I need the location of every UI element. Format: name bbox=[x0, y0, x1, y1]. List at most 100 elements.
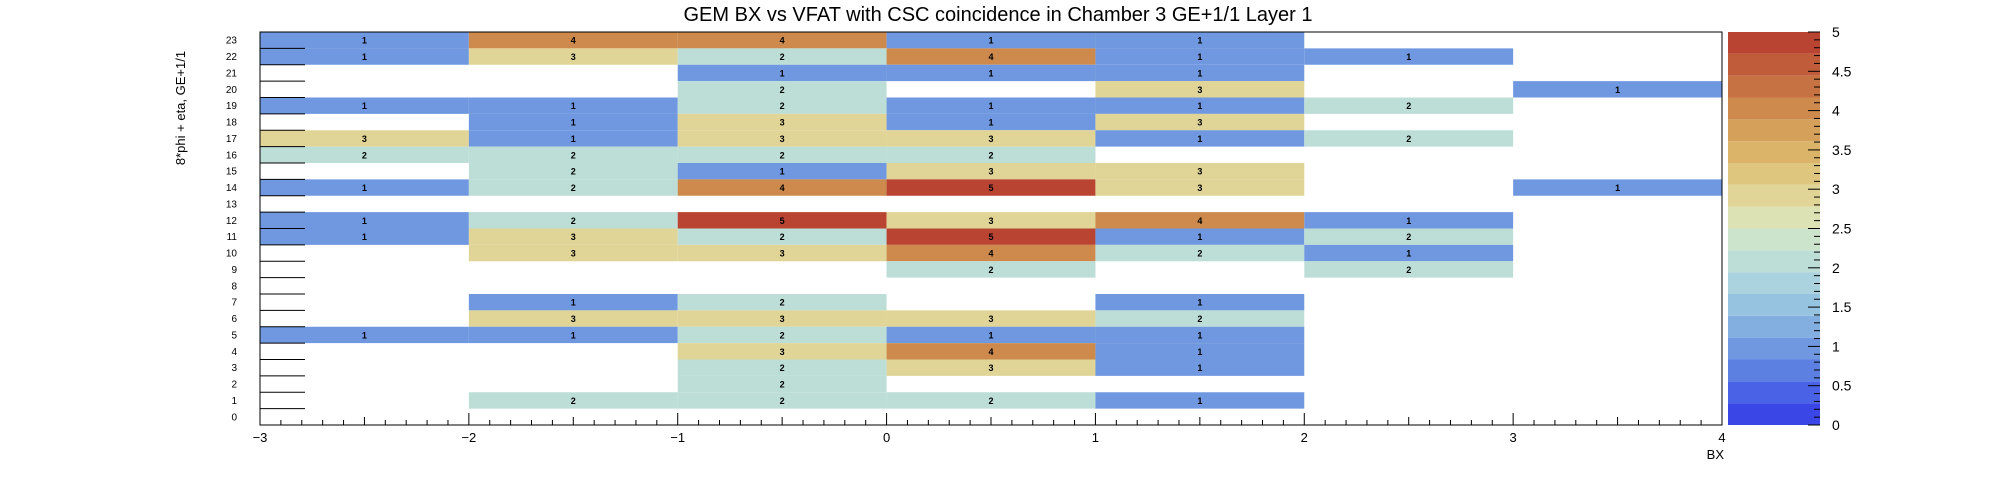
heatmap-cell bbox=[1095, 130, 1305, 147]
heatmap-cell bbox=[677, 179, 887, 196]
y-tick-label: 11 bbox=[227, 232, 238, 243]
x-axis-label: BX bbox=[1707, 447, 1725, 462]
y-tick-label: 2 bbox=[231, 380, 237, 391]
color-scale-band bbox=[1728, 294, 1820, 316]
cell-value-label: 1 bbox=[362, 183, 367, 193]
heatmap-cell bbox=[260, 32, 469, 49]
cell-value-label: 3 bbox=[571, 249, 576, 259]
color-scale-tick-label: 2 bbox=[1832, 260, 1840, 276]
heatmap-cell bbox=[468, 244, 678, 262]
heatmap-cell bbox=[468, 32, 678, 49]
cell-value-label: 4 bbox=[988, 347, 993, 357]
cell-value-label: 1 bbox=[362, 101, 367, 111]
cell-value-label: 2 bbox=[780, 298, 785, 308]
heatmap-cell bbox=[677, 130, 887, 147]
y-tick-label: 22 bbox=[226, 52, 238, 63]
cell-value-label: 3 bbox=[571, 314, 576, 324]
heatmap-cell bbox=[1095, 163, 1305, 180]
cell-value-label: 3 bbox=[780, 249, 785, 259]
cell-value-label: 3 bbox=[988, 167, 993, 177]
heatmap-cell bbox=[886, 130, 1096, 147]
heatmap-cell bbox=[260, 97, 469, 114]
heatmap-cell bbox=[468, 130, 678, 147]
heatmap-cell bbox=[886, 343, 1096, 360]
heatmap-cell bbox=[468, 212, 678, 229]
y-tick-label: 5 bbox=[231, 330, 237, 341]
heatmap-cell bbox=[677, 294, 887, 311]
heatmap-cell bbox=[677, 244, 887, 262]
cell-value-label: 5 bbox=[988, 183, 993, 193]
cell-value-label: 4 bbox=[988, 52, 993, 62]
cell-value-label: 1 bbox=[1197, 330, 1202, 340]
cell-value-label: 3 bbox=[780, 134, 785, 144]
color-scale-tick-label: 0 bbox=[1832, 417, 1840, 433]
cell-value-label: 2 bbox=[780, 363, 785, 373]
heatmap-cell bbox=[677, 163, 887, 180]
heatmap-cell bbox=[886, 326, 1096, 344]
heatmap-cell bbox=[260, 212, 469, 229]
heatmap-cell bbox=[260, 228, 469, 245]
color-scale-band bbox=[1728, 359, 1820, 382]
x-tick-label: 1 bbox=[1092, 430, 1099, 445]
cell-value-label: 3 bbox=[988, 363, 993, 373]
color-scale-band bbox=[1728, 163, 1820, 185]
cell-value-label: 1 bbox=[1197, 134, 1202, 144]
cell-value-label: 1 bbox=[1197, 68, 1202, 78]
heatmap-cell bbox=[886, 392, 1096, 409]
heatmap-cell bbox=[468, 310, 678, 327]
cell-value-label: 1 bbox=[1197, 52, 1202, 62]
cell-value-label: 3 bbox=[571, 52, 576, 62]
heatmap-cell bbox=[1095, 32, 1305, 49]
heatmap-cell bbox=[1304, 261, 1514, 278]
cell-value-label: 1 bbox=[362, 36, 367, 46]
heatmap-cell bbox=[677, 81, 887, 98]
heatmap-cell bbox=[1513, 81, 1722, 98]
heatmap-cell bbox=[1095, 212, 1305, 229]
cell-value-label: 2 bbox=[1197, 314, 1202, 324]
heatmap-cell bbox=[1095, 48, 1305, 65]
cell-value-label: 1 bbox=[362, 232, 367, 242]
heatmap-cell bbox=[260, 130, 469, 147]
y-tick-label: 15 bbox=[226, 167, 238, 178]
heatmap-cell bbox=[677, 97, 887, 114]
x-tick-label: 3 bbox=[1510, 430, 1517, 445]
heatmap-cell bbox=[886, 212, 1096, 229]
cell-value-label: 1 bbox=[571, 101, 576, 111]
y-tick-label: 8 bbox=[231, 281, 237, 292]
cell-value-label: 1 bbox=[1406, 52, 1411, 62]
heatmap-cell bbox=[260, 146, 469, 163]
color-scale-band bbox=[1728, 184, 1820, 207]
heatmap-cell bbox=[1095, 310, 1305, 327]
cell-value-label: 1 bbox=[571, 134, 576, 144]
color-scale-band bbox=[1728, 206, 1820, 229]
heatmap-cell bbox=[1095, 64, 1305, 82]
heatmap-cell bbox=[886, 48, 1096, 65]
heatmap-cell bbox=[886, 146, 1096, 163]
cell-value-label: 2 bbox=[571, 216, 576, 226]
cell-value-label: 1 bbox=[988, 101, 993, 111]
y-tick-label: 0 bbox=[231, 412, 237, 423]
color-scale: 0 0.5 1 1.5 2 2.5 3 3.5 4 4.5 5 bbox=[1728, 24, 1852, 433]
heatmap-cell bbox=[677, 359, 887, 376]
chart-title: GEM BX vs VFAT with CSC coincidence in C… bbox=[684, 4, 1313, 26]
y-tick-label: 10 bbox=[226, 249, 238, 260]
cell-value-label: 3 bbox=[362, 134, 367, 144]
cell-value-label: 3 bbox=[571, 232, 576, 242]
y-tick-label: 16 bbox=[226, 150, 238, 161]
x-tick-label: 4 bbox=[1718, 430, 1725, 445]
cell-value-label: 4 bbox=[780, 36, 785, 46]
x-tick-label: 0 bbox=[883, 430, 890, 445]
cell-value-label: 2 bbox=[780, 150, 785, 160]
x-tick-label: −1 bbox=[670, 430, 685, 445]
color-scale-band bbox=[1728, 381, 1820, 404]
cell-value-label: 3 bbox=[780, 347, 785, 357]
cell-value-label: 2 bbox=[988, 150, 993, 160]
color-scale-band bbox=[1728, 75, 1820, 98]
y-tick-label: 7 bbox=[231, 298, 237, 309]
cell-value-label: 2 bbox=[571, 167, 576, 177]
cell-value-label: 1 bbox=[1615, 85, 1620, 95]
cell-value-label: 1 bbox=[1406, 216, 1411, 226]
color-scale-tick-label: 3 bbox=[1832, 181, 1840, 197]
